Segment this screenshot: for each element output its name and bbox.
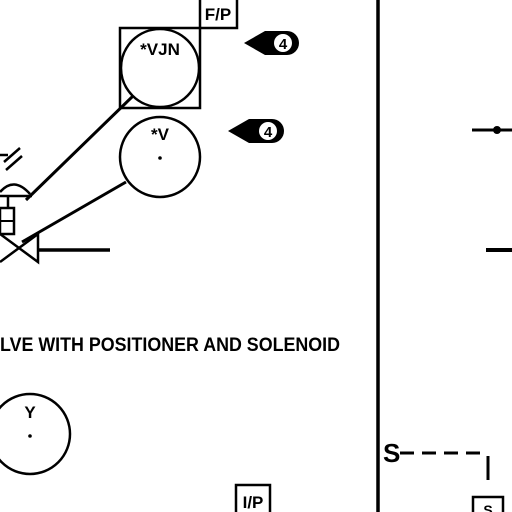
fp-label: F/P (205, 5, 231, 24)
right-signal-node (493, 126, 501, 134)
v-bubble-dot (158, 156, 162, 160)
ip-box (234, 483, 272, 512)
y-label: Y (24, 403, 36, 422)
ip-label: I/P (243, 493, 264, 512)
vjn-label: *VJN (140, 40, 180, 59)
solenoid-tag: S (383, 438, 400, 468)
corner-solenoid-box (471, 495, 505, 512)
vjn-bubble (119, 27, 201, 109)
solenoid-hatch-1 (3, 147, 21, 163)
link-vjn-actuator (24, 94, 135, 202)
link-v-actuator (21, 180, 127, 244)
note-number-top: 4 (279, 36, 288, 53)
actuator-dome (0, 183, 31, 195)
solenoid-hatch-2 (5, 155, 23, 171)
v-label: *V (151, 125, 170, 144)
fp-box (198, 0, 239, 30)
note-number-mid: 4 (264, 124, 273, 141)
note-circle-top (274, 34, 292, 52)
valve-body (0, 231, 40, 265)
corner-solenoid-tag: S (483, 502, 492, 512)
y-bubble (0, 392, 72, 476)
caption: LVE WITH POSITIONER AND SOLENOID (0, 335, 340, 356)
note-circle-mid (259, 122, 277, 140)
y-bubble-dot (28, 434, 32, 438)
v-bubble (118, 115, 202, 199)
